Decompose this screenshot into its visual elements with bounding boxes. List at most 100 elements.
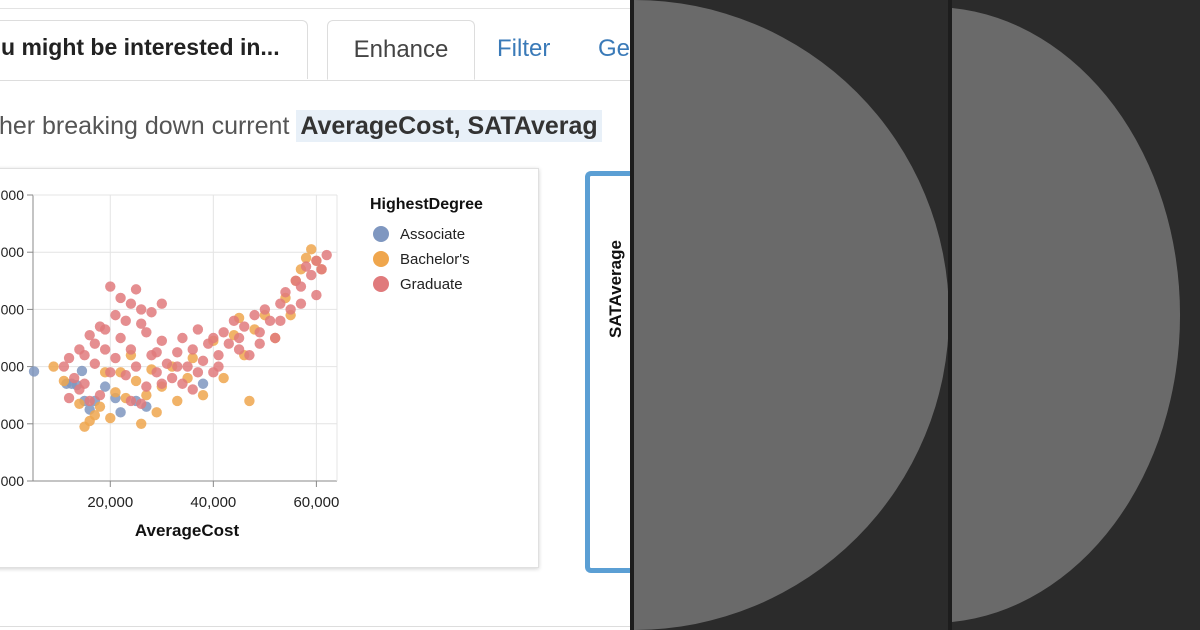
tab-bar: u might be interested in... Enhance Filt…	[0, 20, 630, 81]
data-point	[110, 387, 121, 398]
y-tick-label: 000	[1, 244, 25, 260]
chart-card-selected[interactable]	[585, 171, 630, 573]
data-point	[136, 418, 147, 429]
data-point	[213, 361, 224, 372]
data-point	[197, 390, 209, 401]
suggestion-heading: u might be interested in...	[0, 20, 308, 79]
data-point	[76, 365, 88, 377]
data-point	[172, 347, 183, 358]
data-point	[264, 315, 276, 327]
data-point	[249, 309, 260, 321]
data-point	[136, 304, 147, 315]
data-point	[151, 407, 162, 418]
data-point	[187, 352, 198, 364]
data-point	[182, 361, 193, 372]
data-point	[130, 375, 142, 387]
data-point	[136, 318, 147, 329]
y-tick-label: 000	[1, 416, 25, 432]
breakdown-prefix: ther breaking down current	[0, 112, 297, 140]
data-point	[321, 249, 332, 261]
x-tick-label: 60,000	[293, 494, 339, 511]
legend-label: Bachelor's	[400, 251, 470, 268]
data-point	[228, 315, 240, 327]
y-tick-label: 000	[1, 359, 25, 375]
data-point	[254, 338, 265, 349]
data-point	[130, 284, 142, 295]
half-circle-left-shape	[634, 0, 949, 630]
data-point	[94, 401, 106, 412]
data-point	[110, 352, 121, 364]
data-point	[79, 349, 90, 361]
data-point	[151, 347, 162, 358]
data-point	[213, 349, 224, 361]
x-tick-label: 40,000	[190, 494, 236, 511]
data-point	[120, 369, 131, 381]
divider-right	[948, 0, 952, 630]
data-point	[130, 361, 142, 372]
y-tick-label: 000	[1, 473, 25, 489]
data-point	[74, 398, 85, 409]
data-point	[84, 395, 95, 407]
data-point	[105, 412, 116, 424]
data-point	[48, 361, 59, 372]
data-point	[125, 395, 137, 407]
data-point	[254, 327, 265, 338]
data-point	[105, 367, 116, 378]
tab-filter[interactable]: Filter	[497, 35, 551, 62]
data-point	[89, 338, 101, 349]
tab-generalize[interactable]: Ge	[598, 35, 630, 62]
data-point	[141, 390, 152, 401]
data-point	[187, 344, 198, 355]
data-point	[306, 269, 317, 281]
legend-swatch	[373, 251, 389, 267]
data-point	[269, 332, 281, 344]
data-point	[311, 255, 322, 266]
data-point	[161, 358, 173, 369]
data-point	[99, 381, 111, 392]
data-point	[208, 332, 219, 344]
half-circle-right	[952, 0, 1200, 630]
data-point	[300, 252, 312, 264]
data-point	[316, 264, 327, 275]
data-point	[187, 384, 198, 395]
data-point	[166, 372, 178, 384]
data-point	[63, 352, 75, 364]
data-point	[244, 349, 255, 361]
half-circle-right-shape	[952, 8, 1181, 622]
data-point	[177, 332, 188, 344]
data-point	[172, 395, 183, 407]
data-point	[156, 298, 168, 309]
data-point	[177, 378, 188, 389]
legend-swatch	[373, 276, 389, 292]
data-point	[259, 304, 271, 315]
top-divider	[0, 0, 630, 9]
data-point	[295, 298, 307, 309]
data-point	[141, 327, 152, 338]
legend-label: Associate	[400, 226, 465, 243]
data-point	[84, 329, 95, 341]
data-point	[218, 372, 229, 384]
data-point	[275, 315, 286, 327]
data-point	[218, 327, 229, 338]
data-point	[233, 344, 245, 355]
data-point	[197, 355, 209, 367]
current-fields-chip: AverageCost, SATAverag	[296, 110, 602, 142]
data-point	[28, 366, 40, 377]
data-point	[74, 384, 85, 395]
data-point	[89, 410, 101, 421]
half-circle-left	[634, 0, 950, 630]
x-axis-label: AverageCost	[135, 521, 240, 540]
data-point	[192, 324, 204, 335]
data-point	[89, 358, 101, 369]
legend-label: Graduate	[400, 276, 463, 293]
divider-left	[630, 0, 634, 630]
data-point	[110, 309, 121, 321]
tab-enhance[interactable]: Enhance	[327, 20, 475, 80]
data-point	[115, 292, 126, 304]
data-point	[300, 261, 312, 272]
chart-card[interactable]: 000 000 000 000 000 000 20,000 40,000 60,000 Aver…	[0, 168, 539, 568]
data-point	[115, 332, 126, 344]
data-point	[239, 321, 250, 332]
data-point	[156, 378, 168, 389]
legend-title: HighestDegree	[370, 196, 483, 213]
